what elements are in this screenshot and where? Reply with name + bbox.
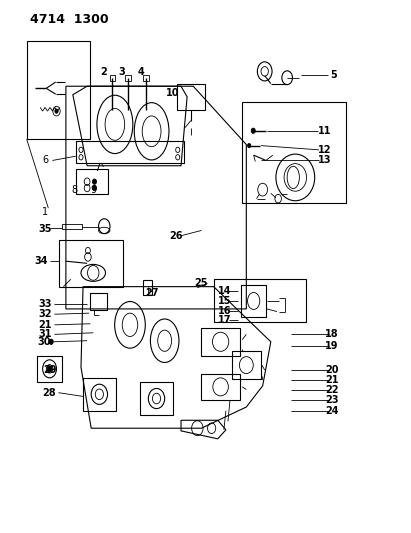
Text: 7: 7 [94, 163, 100, 173]
Bar [27, 41, 90, 139]
Text: 2: 2 [100, 68, 107, 77]
Circle shape [92, 179, 97, 184]
Circle shape [247, 143, 251, 148]
Text: 5: 5 [331, 70, 337, 79]
Text: 15: 15 [218, 296, 232, 306]
Bar [83, 378, 115, 411]
Bar [76, 169, 108, 195]
Text: 29: 29 [43, 365, 56, 375]
Text: 13: 13 [319, 156, 332, 165]
Text: 22: 22 [325, 384, 339, 394]
Bar [37, 356, 62, 382]
Circle shape [251, 128, 255, 133]
Text: 17: 17 [218, 315, 232, 325]
Bar [125, 75, 131, 81]
Bar [140, 382, 173, 415]
Text: 9: 9 [90, 185, 97, 195]
Text: 32: 32 [39, 309, 52, 319]
Text: 4: 4 [137, 68, 144, 77]
Bar [201, 374, 240, 400]
Text: 30: 30 [37, 337, 51, 347]
Text: 8: 8 [71, 184, 77, 195]
Text: 31: 31 [39, 329, 52, 340]
Bar [90, 293, 107, 310]
Bar [143, 280, 152, 295]
Circle shape [92, 185, 97, 191]
Text: 6: 6 [42, 156, 48, 165]
Bar [143, 75, 149, 81]
Text: 23: 23 [325, 395, 339, 405]
Bar [201, 328, 240, 356]
Bar [58, 240, 123, 287]
Text: 19: 19 [325, 341, 339, 351]
Text: 16: 16 [218, 305, 232, 316]
Text: 26: 26 [169, 231, 182, 241]
Text: 11: 11 [319, 126, 332, 136]
Circle shape [49, 339, 53, 344]
Bar [177, 84, 205, 110]
Circle shape [55, 109, 58, 114]
Bar [232, 351, 261, 379]
Text: 25: 25 [195, 278, 208, 288]
Text: 1: 1 [42, 207, 48, 217]
Text: 24: 24 [325, 406, 339, 416]
Circle shape [47, 366, 52, 372]
Text: 33: 33 [39, 298, 52, 309]
Text: 4714  1300: 4714 1300 [30, 13, 109, 27]
Bar [242, 102, 346, 203]
Bar [241, 285, 266, 317]
Text: 10: 10 [166, 87, 180, 98]
Text: 21: 21 [325, 375, 339, 385]
Text: 12: 12 [319, 145, 332, 155]
Text: 3: 3 [119, 68, 126, 77]
Text: 27: 27 [145, 288, 158, 298]
Text: 35: 35 [39, 224, 52, 235]
Text: 14: 14 [218, 286, 232, 296]
Text: 21: 21 [39, 320, 52, 330]
Bar [214, 279, 305, 322]
Bar [76, 141, 184, 163]
Text: 20: 20 [325, 365, 339, 375]
Text: 34: 34 [35, 256, 48, 266]
Bar [62, 224, 82, 229]
Text: 28: 28 [43, 387, 56, 398]
Text: 18: 18 [325, 329, 339, 340]
Bar [110, 75, 115, 81]
